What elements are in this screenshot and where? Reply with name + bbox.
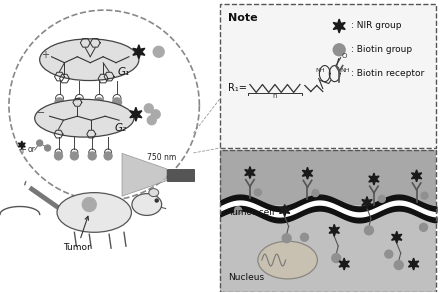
Polygon shape xyxy=(412,170,422,182)
Text: Note: Note xyxy=(228,13,258,23)
Polygon shape xyxy=(408,258,419,270)
Circle shape xyxy=(70,152,78,160)
Polygon shape xyxy=(339,258,350,270)
Circle shape xyxy=(155,199,158,202)
Circle shape xyxy=(332,254,341,263)
Circle shape xyxy=(95,98,104,107)
Circle shape xyxy=(333,44,345,56)
Bar xyxy=(220,4,436,148)
Ellipse shape xyxy=(132,194,162,215)
Polygon shape xyxy=(133,45,145,59)
Text: n: n xyxy=(273,93,277,99)
Text: 750 nm: 750 nm xyxy=(147,153,176,162)
Text: Tumor cell: Tumor cell xyxy=(228,208,275,217)
Circle shape xyxy=(88,152,96,160)
Polygon shape xyxy=(369,173,379,185)
Circle shape xyxy=(235,207,241,214)
Circle shape xyxy=(144,104,153,113)
Polygon shape xyxy=(362,197,372,209)
Circle shape xyxy=(54,152,62,160)
Circle shape xyxy=(147,116,156,125)
Text: Nucleus: Nucleus xyxy=(228,273,264,282)
Circle shape xyxy=(153,46,164,57)
Circle shape xyxy=(151,110,160,119)
Circle shape xyxy=(421,192,428,199)
Circle shape xyxy=(378,195,385,202)
Text: G₁: G₁ xyxy=(117,67,129,76)
Circle shape xyxy=(45,145,51,151)
Text: NH: NH xyxy=(341,68,350,73)
Text: +: + xyxy=(41,50,49,60)
Circle shape xyxy=(254,189,261,196)
Circle shape xyxy=(75,98,84,107)
Text: or: or xyxy=(28,145,36,154)
Ellipse shape xyxy=(149,189,159,197)
Polygon shape xyxy=(329,224,339,236)
Circle shape xyxy=(235,207,241,214)
Ellipse shape xyxy=(40,39,139,81)
Circle shape xyxy=(82,197,96,212)
Text: −: − xyxy=(37,108,45,118)
Ellipse shape xyxy=(258,241,317,279)
Circle shape xyxy=(420,223,427,231)
Circle shape xyxy=(113,98,121,107)
Polygon shape xyxy=(245,167,255,178)
Text: : Biotin receptor: : Biotin receptor xyxy=(351,69,424,78)
Text: R₁=: R₁= xyxy=(228,84,247,93)
Circle shape xyxy=(312,190,319,197)
Bar xyxy=(220,4,436,148)
Circle shape xyxy=(300,233,308,241)
Bar xyxy=(220,205,436,292)
Text: : Biotin group: : Biotin group xyxy=(351,45,412,54)
Bar xyxy=(220,150,436,205)
Polygon shape xyxy=(333,19,345,33)
Text: G₂: G₂ xyxy=(114,123,126,133)
Circle shape xyxy=(365,226,373,235)
Circle shape xyxy=(55,98,64,107)
Text: Tumor: Tumor xyxy=(63,216,91,252)
Polygon shape xyxy=(392,231,402,243)
Text: NH: NH xyxy=(316,68,325,73)
Polygon shape xyxy=(19,141,25,149)
Bar xyxy=(167,169,194,181)
Circle shape xyxy=(37,140,43,146)
Circle shape xyxy=(282,234,291,243)
Circle shape xyxy=(104,152,112,160)
Polygon shape xyxy=(302,167,313,179)
Text: : NIR group: : NIR group xyxy=(351,21,402,30)
Text: O: O xyxy=(342,53,347,59)
Polygon shape xyxy=(130,107,142,121)
Polygon shape xyxy=(122,153,167,196)
Circle shape xyxy=(394,260,403,270)
Text: +: + xyxy=(18,145,26,155)
Ellipse shape xyxy=(35,99,134,137)
Bar xyxy=(220,150,436,292)
Ellipse shape xyxy=(57,193,132,232)
Circle shape xyxy=(385,250,393,258)
Polygon shape xyxy=(280,205,290,217)
